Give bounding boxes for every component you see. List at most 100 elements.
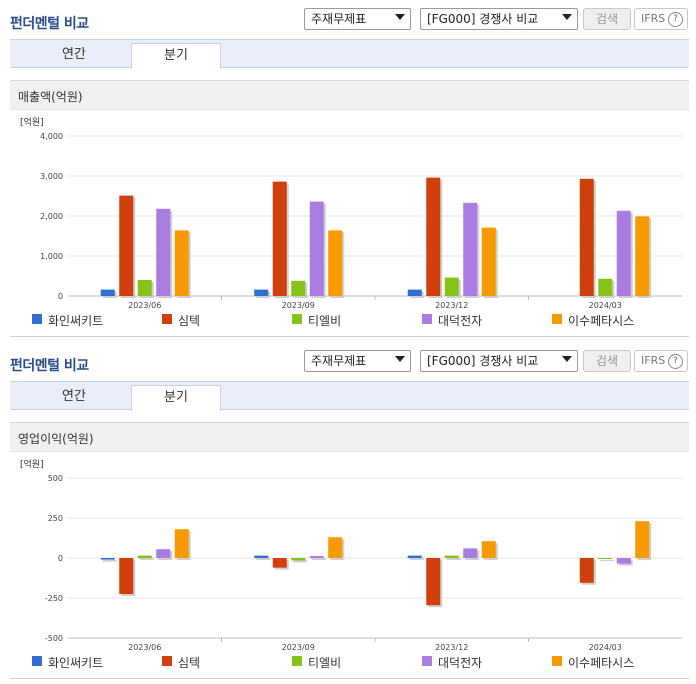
bar-1-3 xyxy=(309,201,324,296)
bar-0-1 xyxy=(119,195,134,296)
tab-annual[interactable]: 연간 xyxy=(62,47,86,62)
legend-swatch xyxy=(552,656,562,666)
legend-label: 이수페타시스 xyxy=(568,656,635,670)
fundamental-compare-section-2: 펀더멘털 비교 주재무제표 [FG000] 경쟁사 비교 검색 IFRS ? 연… xyxy=(0,342,696,684)
bar-2-3 xyxy=(463,202,478,296)
bar-shadow xyxy=(409,557,424,560)
x-tick-label: 2023/09 xyxy=(282,643,315,652)
y-tick-label: 2,000 xyxy=(40,212,63,221)
metric-label: 매출액(억원) xyxy=(18,90,83,104)
bar-0-3 xyxy=(156,208,171,296)
bar-shadow xyxy=(139,557,154,560)
bar-0-3 xyxy=(156,549,171,558)
bar-1-0 xyxy=(254,555,269,558)
chevron-down-icon xyxy=(395,356,405,362)
peer-group-select[interactable]: [FG000] 경쟁사 비교 xyxy=(420,350,578,372)
legend-swatch xyxy=(422,656,432,666)
x-tick-label: 2024/03 xyxy=(589,643,622,652)
ifrs-button[interactable]: IFRS ? xyxy=(634,8,688,30)
bar-2-4 xyxy=(481,541,496,558)
bar-3-1 xyxy=(579,178,594,296)
y-tick-label: -500 xyxy=(45,634,63,643)
bar-2-0 xyxy=(407,289,422,296)
tab-annual[interactable]: 연간 xyxy=(62,389,86,404)
bar-shadow xyxy=(256,557,271,560)
y-tick-label: 500 xyxy=(48,474,63,483)
bar-shadow xyxy=(102,560,117,562)
bar-3-4 xyxy=(635,216,650,296)
peer-group-select[interactable]: [FG000] 경쟁사 비교 xyxy=(420,8,578,30)
divider xyxy=(10,678,689,679)
section-title: 펀더멘털 비교 xyxy=(10,358,89,374)
bar-1-2 xyxy=(291,558,306,561)
ifrs-button[interactable]: IFRS ? xyxy=(634,350,688,372)
y-tick-label: 1,000 xyxy=(40,252,63,261)
statement-type-select[interactable]: 주재무제표 xyxy=(304,8,411,30)
legend-label: 심텍 xyxy=(178,656,201,670)
metric-label: 영업이익(억원) xyxy=(18,432,94,446)
x-tick-label: 2023/06 xyxy=(128,301,161,310)
revenue-bar-chart: [억원] 0 1,000 2,000 3,000 4,000 2023/06 2023/09 2… xyxy=(20,116,682,310)
legend-label: 대덕전자 xyxy=(438,656,483,670)
help-icon[interactable]: ? xyxy=(668,12,683,27)
legend-label: 티엘비 xyxy=(308,656,342,670)
chart-legend: 화인써키트 심텍 티엘비 대덕전자 이수페타시스 xyxy=(32,312,692,328)
bar-1-2 xyxy=(291,280,306,296)
fundamental-compare-section-1: 펀더멘털 비교 주재무제표 [FG000] 경쟁사 비교 검색 IFRS ? 연… xyxy=(0,0,696,337)
tab-quarterly[interactable]: 분기 xyxy=(131,385,221,411)
y-tick-label: 0 xyxy=(58,292,63,301)
x-tick-label: 2023/06 xyxy=(128,643,161,652)
bar-0-2 xyxy=(137,280,152,296)
x-tick-label: 2023/12 xyxy=(435,301,468,310)
bar-0-1 xyxy=(119,558,134,594)
x-tick-label: 2023/12 xyxy=(435,643,468,652)
search-button[interactable]: 검색 xyxy=(583,8,631,30)
bar-shadow xyxy=(446,557,461,560)
bar-0-4 xyxy=(174,529,189,558)
bar-1-1 xyxy=(272,181,287,296)
bar-1-1 xyxy=(272,558,287,568)
y-tick-label: 0 xyxy=(58,554,63,563)
divider xyxy=(10,336,689,337)
bar-2-1 xyxy=(426,558,441,606)
legend-label: 대덕전자 xyxy=(438,314,483,328)
statement-type-select[interactable]: 주재무제표 xyxy=(304,350,411,372)
y-unit-label: [억원] xyxy=(20,116,44,128)
ifrs-label: IFRS xyxy=(641,12,666,25)
bar-2-2 xyxy=(444,277,459,296)
bar-2-1 xyxy=(426,177,441,296)
bar-3-3 xyxy=(616,558,631,564)
help-icon[interactable]: ? xyxy=(668,354,683,369)
legend-swatch xyxy=(292,656,302,666)
period-tabs: 연간 분기 xyxy=(10,39,689,69)
legend-label: 화인써키트 xyxy=(48,314,104,328)
bar-1-4 xyxy=(328,537,343,558)
x-tick-label: 2023/09 xyxy=(282,301,315,310)
search-button[interactable]: 검색 xyxy=(583,350,631,372)
bar-3-2 xyxy=(598,278,613,296)
x-tick-label: 2024/03 xyxy=(589,301,622,310)
period-tabs: 연간 분기 xyxy=(10,381,689,411)
bar-3-1 xyxy=(579,558,594,583)
bar-3-3 xyxy=(616,210,631,296)
metric-header: 영업이익(억원) xyxy=(10,422,689,452)
bar-0-0 xyxy=(100,289,115,296)
y-tick-label: 4,000 xyxy=(40,132,63,141)
bar-1-4 xyxy=(328,230,343,296)
y-tick-label: 250 xyxy=(48,514,63,523)
legend-label: 티엘비 xyxy=(308,314,342,328)
peer-group-value: [FG000] 경쟁사 비교 xyxy=(427,12,539,26)
legend-label: 이수페타시스 xyxy=(568,314,635,328)
legend-swatch xyxy=(32,314,42,324)
y-unit-label: [억원] xyxy=(20,458,44,470)
bar-1-0 xyxy=(254,289,269,296)
section-header: 펀더멘털 비교 주재무제표 [FG000] 경쟁사 비교 검색 IFRS ? xyxy=(0,0,696,40)
legend-swatch xyxy=(292,314,302,324)
legend-swatch xyxy=(552,314,562,324)
y-tick-label: 3,000 xyxy=(40,172,63,181)
section-header: 펀더멘털 비교 주재무제표 [FG000] 경쟁사 비교 검색 IFRS ? xyxy=(0,342,696,382)
legend-swatch xyxy=(422,314,432,324)
bar-3-4 xyxy=(635,521,650,558)
tab-quarterly[interactable]: 분기 xyxy=(131,43,221,69)
legend-label: 심텍 xyxy=(178,314,201,328)
